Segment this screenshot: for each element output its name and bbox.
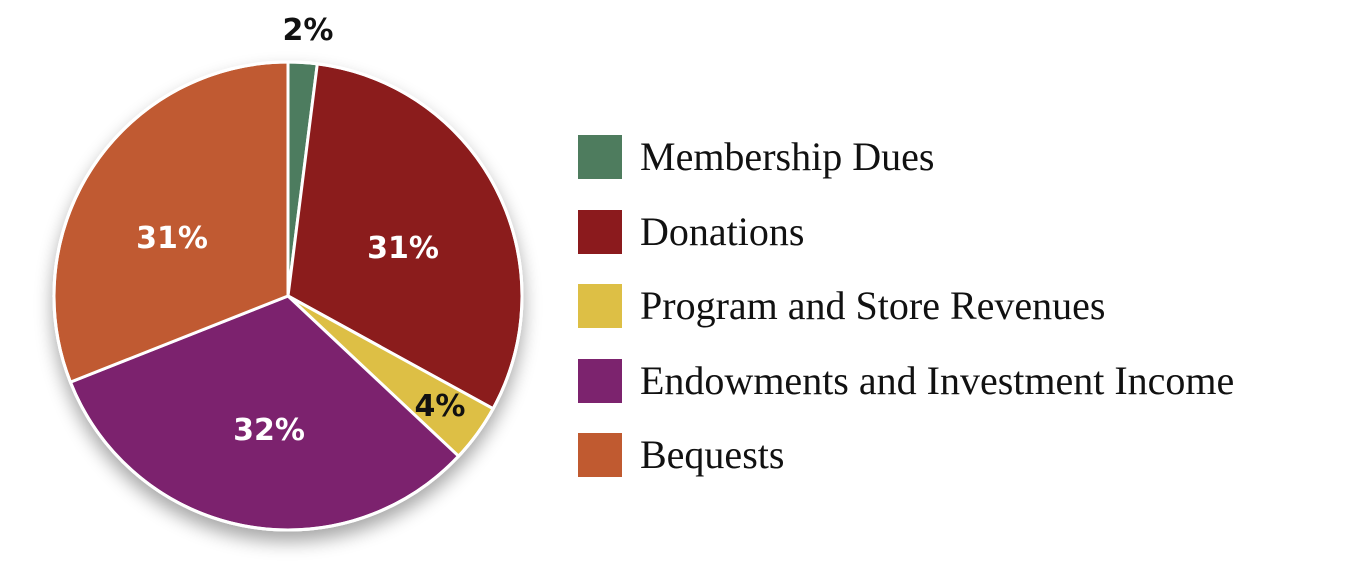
label-donations: 31% — [367, 231, 439, 266]
legend-item-bequests: Bequests — [578, 418, 1234, 493]
swatch-bequests — [578, 433, 622, 478]
legend-item-endowments: Endowments and Investment Income — [578, 344, 1234, 419]
legend-item-membership-dues: Membership Dues — [578, 120, 1234, 195]
legend-label: Donations — [640, 208, 805, 254]
legend-label: Bequests — [640, 432, 785, 478]
swatch-membership-dues — [578, 135, 622, 180]
label-bequests: 31% — [136, 221, 208, 256]
legend-item-donations: Donations — [578, 195, 1234, 270]
legend-label: Endowments and Investment Income — [640, 357, 1235, 403]
pie-slices — [52, 60, 524, 532]
pie-outline — [52, 60, 524, 532]
legend: Membership Dues Donations Program and St… — [578, 120, 1234, 493]
legend-item-program-store: Program and Store Revenues — [578, 269, 1234, 344]
swatch-endowments — [578, 358, 622, 403]
legend-label: Membership Dues — [640, 134, 935, 180]
label-program: 4% — [415, 389, 466, 424]
label-endowments: 32% — [233, 413, 305, 448]
pie-svg: 2% 31% 4% 32% 31% — [52, 13, 524, 532]
pie-chart: 2% 31% 4% 32% 31% — [0, 0, 600, 568]
label-membership: 2% — [283, 13, 334, 48]
swatch-program-store — [578, 284, 622, 329]
swatch-donations — [578, 209, 622, 254]
legend-label: Program and Store Revenues — [640, 283, 1106, 329]
